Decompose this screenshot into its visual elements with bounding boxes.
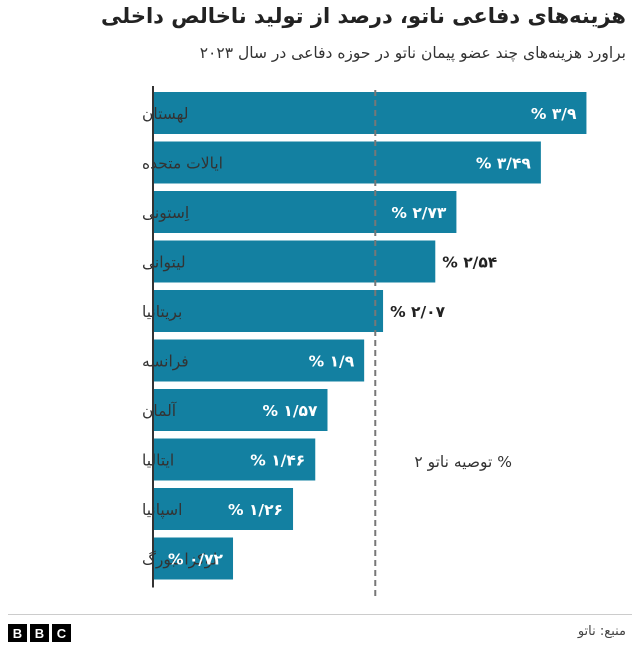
bar xyxy=(153,141,541,184)
category-label: لهستان xyxy=(142,105,188,124)
bar xyxy=(153,537,234,580)
chart-subtitle: براورد هزینه‌های چند عضو پیمان ناتو در ح… xyxy=(199,44,626,62)
bar xyxy=(153,488,294,530)
bar-chart: لهستان % ۳/۹ ایالات متحده % ۳/۴۹ اِستونی % ۲/… xyxy=(142,86,587,596)
value-label: % ۲/۵۴ xyxy=(442,254,497,272)
category-label: لیتوانی xyxy=(142,254,186,272)
bbc-logo-letter: C xyxy=(52,624,71,642)
bar xyxy=(153,290,384,332)
bbc-logo-letter: B xyxy=(30,624,49,642)
value-label: % ۰/۷۲ xyxy=(168,551,224,569)
category-label: آلمان xyxy=(142,401,177,420)
bar xyxy=(153,438,316,481)
value-label: % ۱/۲۶ xyxy=(228,501,283,519)
category-label: فرانسه xyxy=(142,353,189,371)
bbc-logo: B B C xyxy=(8,624,71,642)
category-label: ایالات متحده xyxy=(142,155,223,173)
value-label: % ۳/۴۹ xyxy=(476,155,532,173)
value-label: % ۱/۴۶ xyxy=(250,452,305,470)
value-label: % ۱/۹ xyxy=(309,353,355,371)
value-label: % ۲/۰۷ xyxy=(390,303,446,321)
bar xyxy=(153,191,457,233)
value-label: % ۲/۷۳ xyxy=(391,204,447,222)
bar xyxy=(153,339,365,382)
bbc-logo-letter: B xyxy=(8,624,27,642)
category-label: بریتانیا xyxy=(142,303,182,321)
value-label: % ۱/۵۷ xyxy=(263,402,319,420)
bar xyxy=(153,389,328,431)
category-label: ایتالیا xyxy=(142,452,174,470)
reference-label: توصیه ناتو ۲ % xyxy=(414,453,512,471)
category-label: اِستونی xyxy=(142,204,190,222)
value-label: % ۳/۹ xyxy=(531,105,577,123)
category-label: لوکزامبورگ xyxy=(142,550,217,569)
bar xyxy=(153,92,587,134)
chart-title: هزینه‌های دفاعی ناتو، درصد از تولید ناخا… xyxy=(101,4,626,28)
source-note: منبع: ناتو xyxy=(577,624,626,639)
footer-divider xyxy=(8,614,632,615)
bar xyxy=(153,240,436,283)
category-label: اسپانیا xyxy=(142,501,182,520)
